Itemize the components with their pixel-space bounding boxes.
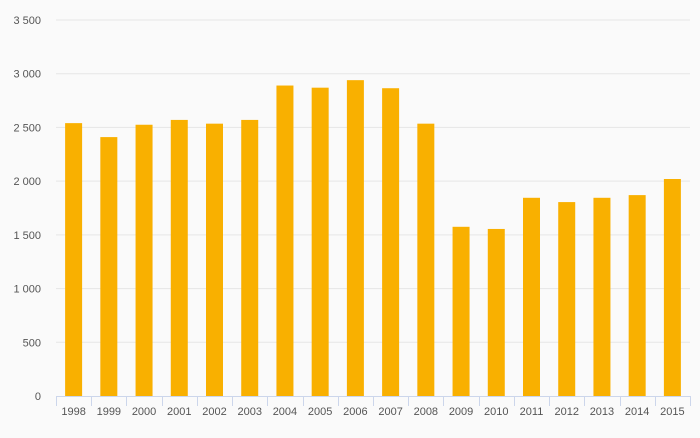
x-tick-label: 2011 xyxy=(520,406,544,418)
x-tick-label: 2002 xyxy=(202,406,226,418)
x-tick-label: 1998 xyxy=(61,406,85,418)
bar-2007[interactable] xyxy=(382,88,400,397)
y-tick-label: 1 000 xyxy=(13,284,41,296)
bar-2006[interactable] xyxy=(346,80,364,396)
bar-2000[interactable] xyxy=(135,124,153,396)
x-axis: 1998 1999 2000 2001 2002 2003 2004 2005 2006 2007… xyxy=(56,396,691,418)
bar-2013[interactable] xyxy=(593,197,611,396)
y-tick-label: 2 500 xyxy=(13,122,41,134)
x-tick-label: 2004 xyxy=(273,406,297,418)
x-tick-label: 2001 xyxy=(167,406,191,418)
x-tick-label: 2006 xyxy=(343,406,367,418)
x-tick-label: 2000 xyxy=(132,406,156,418)
bar-2009[interactable] xyxy=(452,226,470,396)
x-tick-label: 2014 xyxy=(625,406,649,418)
y-axis-ticks: 0 500 1 000 1 500 2 000 2 500 3 000 3 500 xyxy=(13,15,41,403)
bar-2012[interactable] xyxy=(558,202,576,396)
x-tick-label: 2007 xyxy=(378,406,402,418)
bar-2014[interactable] xyxy=(628,195,646,396)
bars xyxy=(65,80,681,397)
bar-1998[interactable] xyxy=(65,123,83,396)
bar-2003[interactable] xyxy=(241,119,259,396)
bar-2015[interactable] xyxy=(663,178,681,396)
x-tick-label: 2015 xyxy=(660,406,684,418)
x-tick-label: 2012 xyxy=(554,406,578,418)
gridlines xyxy=(56,19,690,343)
x-tick-label: 2003 xyxy=(237,406,261,418)
y-tick-label: 1 500 xyxy=(13,230,41,242)
x-tick-label: 2008 xyxy=(414,406,438,418)
bar-2004[interactable] xyxy=(276,85,294,396)
bar-2001[interactable] xyxy=(170,119,188,396)
x-tick-label: 2013 xyxy=(590,406,614,418)
y-tick-label: 500 xyxy=(23,337,41,349)
bar-2010[interactable] xyxy=(487,228,505,396)
bar-2011[interactable] xyxy=(523,197,540,396)
x-tick-label: 2005 xyxy=(308,406,332,418)
x-tick-label: 1999 xyxy=(97,406,121,418)
x-tick-label: 2010 xyxy=(484,406,508,418)
bar-2005[interactable] xyxy=(311,87,329,397)
bar-2008[interactable] xyxy=(417,123,435,396)
y-tick-label: 3 000 xyxy=(13,69,41,81)
y-tick-label: 2 000 xyxy=(13,176,41,188)
bar-1999[interactable] xyxy=(100,137,118,396)
bar-2002[interactable] xyxy=(206,123,223,396)
y-tick-label: 3 500 xyxy=(13,15,41,27)
x-tick-label: 2009 xyxy=(449,406,473,418)
y-tick-label: 0 xyxy=(35,391,41,403)
